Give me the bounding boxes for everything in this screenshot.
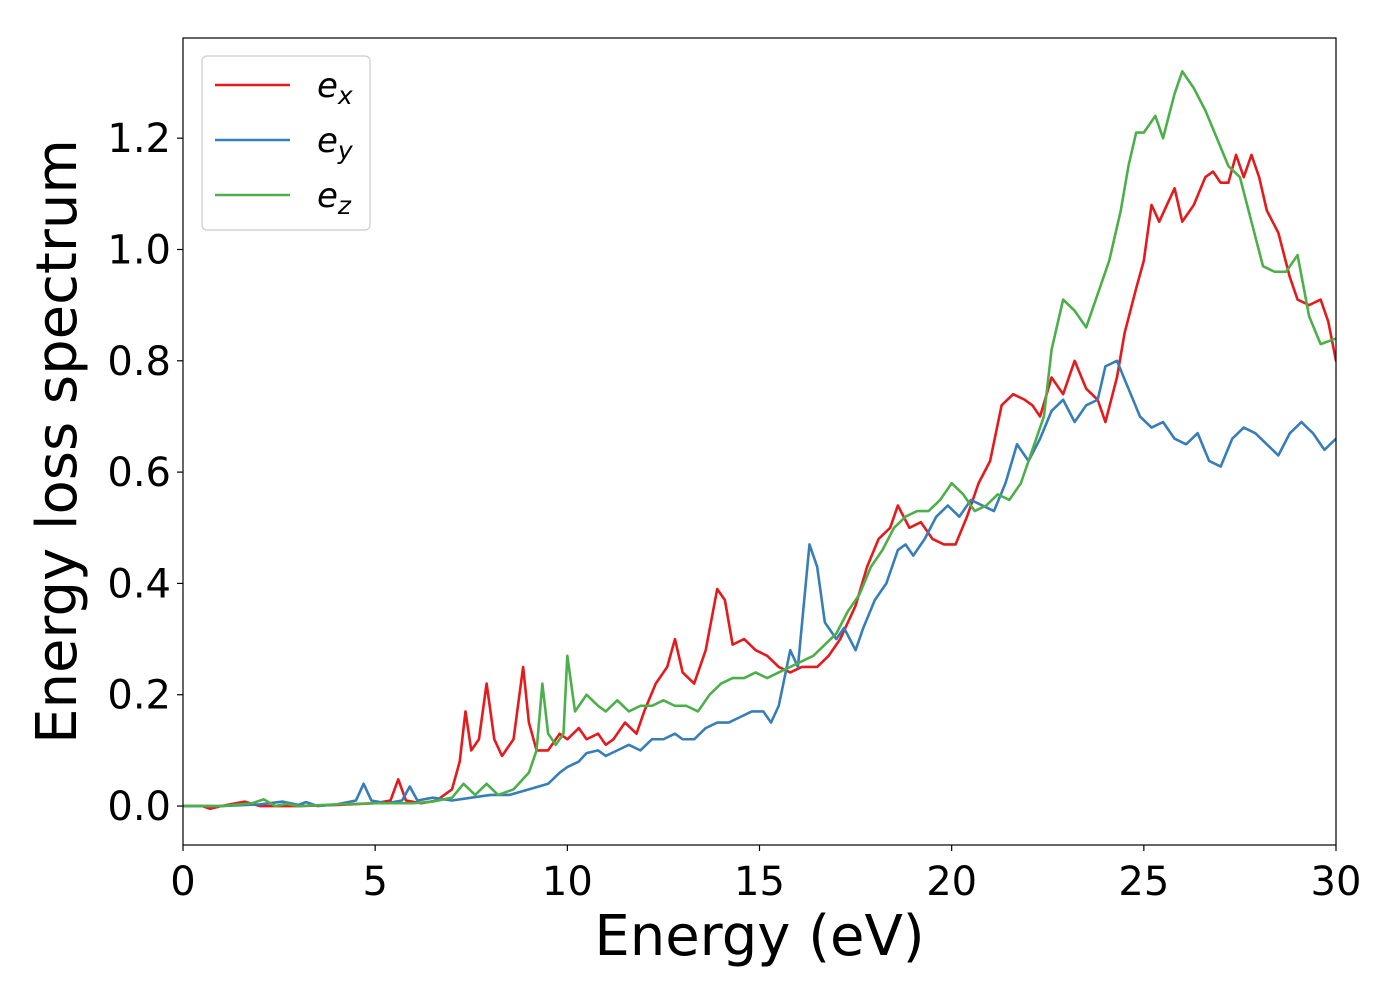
x-tick-label: 25 (1118, 859, 1169, 905)
series-layer (183, 70, 1336, 811)
series-line-ez (183, 70, 1336, 808)
y-tick-label: 0.0 (107, 784, 171, 830)
x-tick-label: 5 (362, 859, 387, 905)
legend-box (201, 55, 371, 231)
x-axis-title: Energy (eV) (594, 904, 924, 969)
series-line-ex (183, 153, 1336, 811)
y-axis: 0.0 0.2 0.4 0.6 0.8 1.0 1.2 (107, 116, 183, 830)
y-tick-label: 1.0 (107, 227, 171, 273)
y-tick-label: 0.6 (107, 450, 171, 496)
y-tick-label: 0.4 (107, 561, 171, 607)
x-tick-label: 20 (926, 859, 977, 905)
x-tick-label: 15 (734, 859, 785, 905)
x-axis: 0 5 10 15 20 25 30 (170, 845, 1361, 905)
legend: ex ey ez (201, 55, 371, 231)
legend-label-ey: ey (317, 121, 354, 165)
y-axis-title: Energy loss spectrum (25, 139, 90, 744)
x-tick-label: 10 (542, 859, 593, 905)
y-tick-label: 0.2 (107, 673, 171, 719)
y-tick-label: 1.2 (107, 116, 171, 162)
legend-label-ex: ex (317, 66, 353, 110)
y-tick-label: 0.8 (107, 339, 171, 385)
x-tick-label: 0 (170, 859, 195, 905)
x-tick-label: 30 (1311, 859, 1362, 905)
legend-label-ez: ez (317, 176, 352, 220)
